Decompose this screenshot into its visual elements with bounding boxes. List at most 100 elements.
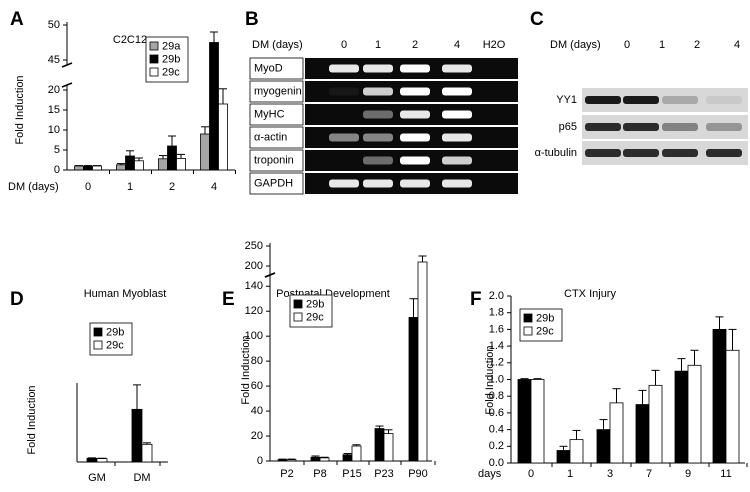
band	[400, 133, 430, 142]
bar	[635, 404, 650, 464]
x-axis-title: days	[478, 468, 502, 480]
band	[400, 179, 430, 188]
row-label: MyoD	[254, 62, 283, 74]
bar	[96, 458, 108, 463]
bar	[517, 379, 532, 464]
band	[442, 156, 472, 165]
y-tick-label: 80	[251, 355, 263, 367]
band	[706, 123, 742, 131]
y-tick-label: 5	[54, 144, 60, 156]
panel-letter: E	[222, 289, 235, 310]
bar	[674, 370, 689, 464]
band	[706, 149, 742, 157]
blot-header: DM (days)	[550, 39, 601, 51]
band	[400, 110, 430, 119]
y-tick-label: 1.4	[489, 340, 504, 352]
band	[442, 133, 472, 142]
y-tick-label: 0.4	[489, 424, 504, 436]
band	[363, 110, 393, 119]
y-tick-label: 0.6	[489, 407, 504, 419]
y-tick-label: 20	[48, 84, 60, 96]
band	[662, 149, 698, 157]
legend-label: 29b	[106, 326, 124, 338]
panel-letter: A	[10, 9, 24, 30]
bar	[167, 145, 177, 171]
band	[706, 96, 742, 104]
x-tick-label: 9	[685, 468, 691, 480]
bar	[417, 261, 428, 462]
lane-label: 4	[454, 39, 460, 51]
bar	[134, 160, 144, 171]
x-tick-label: 1	[127, 181, 133, 193]
row-label-box	[249, 57, 304, 80]
bar	[209, 42, 219, 171]
band	[585, 149, 621, 157]
legend-swatch	[523, 326, 533, 336]
band	[329, 64, 359, 73]
bar	[200, 133, 210, 171]
x-tick-label: P90	[408, 468, 428, 480]
legend-label: 29b	[306, 298, 324, 310]
legend-label: 29c	[162, 66, 180, 78]
row-label-box	[249, 80, 304, 103]
row-label: myogenin	[254, 85, 302, 97]
bar	[556, 450, 571, 464]
row-label: MyHC	[254, 108, 285, 120]
band	[329, 179, 359, 188]
band	[363, 179, 393, 188]
bar	[687, 364, 702, 464]
band	[400, 64, 430, 73]
band	[329, 87, 359, 96]
band	[585, 96, 621, 104]
x-axis-title: DM (days)	[8, 181, 59, 193]
band	[442, 110, 472, 119]
y-axis-title: Fold Induction	[26, 385, 38, 454]
row-label-box	[249, 126, 304, 149]
x-tick-label: 0	[85, 181, 91, 193]
band	[442, 179, 472, 188]
y-tick-label: 250	[245, 240, 263, 252]
bar	[310, 456, 321, 462]
band	[363, 133, 393, 142]
legend-swatch	[149, 54, 159, 64]
x-tick-label: 2	[169, 181, 175, 193]
bar	[342, 454, 353, 462]
legend-label: 29b	[162, 53, 180, 65]
lane-label: 0	[341, 39, 347, 51]
band	[363, 156, 393, 165]
legend-swatch	[93, 340, 103, 350]
band	[623, 149, 659, 157]
x-tick-label: 4	[211, 181, 217, 193]
band	[442, 64, 472, 73]
bar	[83, 165, 93, 171]
band	[329, 133, 359, 142]
y-tick-label: 140	[245, 280, 263, 292]
bar	[92, 165, 102, 171]
x-tick-label: DM	[133, 472, 150, 484]
x-tick-label: P23	[374, 468, 394, 480]
y-tick-label: 50	[48, 19, 60, 31]
y-tick-label: 0	[257, 455, 263, 467]
row-label: GAPDH	[254, 177, 293, 189]
lane-label: 4	[734, 39, 740, 51]
band	[363, 64, 393, 73]
bar	[74, 165, 84, 171]
bar	[86, 457, 98, 463]
chart-title: Human Myoblast	[84, 288, 167, 300]
legend-label: 29c	[306, 311, 324, 323]
band	[400, 87, 430, 96]
bar	[383, 433, 394, 462]
x-tick-label: 7	[646, 468, 652, 480]
bar	[712, 328, 727, 464]
y-tick-label: 0.2	[489, 440, 504, 452]
y-tick-label: 45	[48, 54, 60, 66]
row-label-box	[249, 103, 304, 126]
band	[662, 123, 698, 131]
lane-label: 2	[412, 39, 418, 51]
y-tick-label: 40	[251, 405, 263, 417]
bar	[408, 317, 419, 462]
y-tick-label: 10	[48, 124, 60, 136]
legend-swatch	[149, 41, 159, 51]
row-label: YY1	[556, 94, 577, 106]
axis-break	[61, 82, 73, 88]
